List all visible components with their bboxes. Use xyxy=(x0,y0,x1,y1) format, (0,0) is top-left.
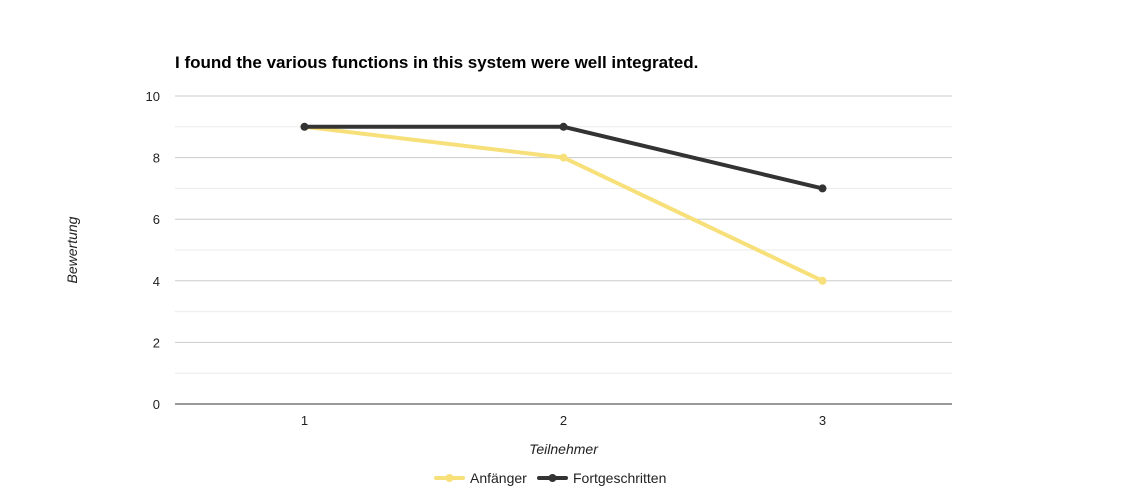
data-point xyxy=(559,122,568,131)
legend-item: Fortgeschritten xyxy=(537,470,666,486)
y-tick-label: 6 xyxy=(153,212,160,227)
chart-title: I found the various functions in this sy… xyxy=(175,53,698,72)
y-tick-label: 2 xyxy=(153,335,160,350)
series-line xyxy=(302,124,825,283)
legend-swatch-dot xyxy=(445,474,454,482)
legend: Anfänger Fortgeschritten xyxy=(434,470,666,486)
x-axis-ticks: 1 2 3 xyxy=(301,413,826,428)
x-tick-label: 1 xyxy=(301,413,308,428)
grid-lines xyxy=(175,95,952,374)
y-tick-label: 8 xyxy=(153,151,160,166)
series-0 xyxy=(300,122,827,285)
y-tick-label: 0 xyxy=(153,397,160,412)
data-point xyxy=(818,184,827,193)
series-layer xyxy=(300,122,827,285)
x-tick-label: 3 xyxy=(819,413,826,428)
y-axis-ticks: 0 2 4 6 8 10 xyxy=(146,89,160,412)
legend-label: Fortgeschritten xyxy=(573,470,666,486)
series-1 xyxy=(300,122,827,193)
x-tick-label: 2 xyxy=(560,413,567,428)
data-point xyxy=(559,153,568,162)
legend-item: Anfänger xyxy=(434,470,527,486)
legend-swatch-dot xyxy=(548,474,557,482)
y-tick-label: 10 xyxy=(146,89,160,104)
data-point xyxy=(818,276,827,285)
data-point xyxy=(300,122,309,131)
legend-label: Anfänger xyxy=(470,470,527,486)
y-axis-label: Bewertung xyxy=(64,216,80,283)
y-tick-label: 4 xyxy=(153,274,160,289)
x-axis-label: Teilnehmer xyxy=(529,441,599,457)
